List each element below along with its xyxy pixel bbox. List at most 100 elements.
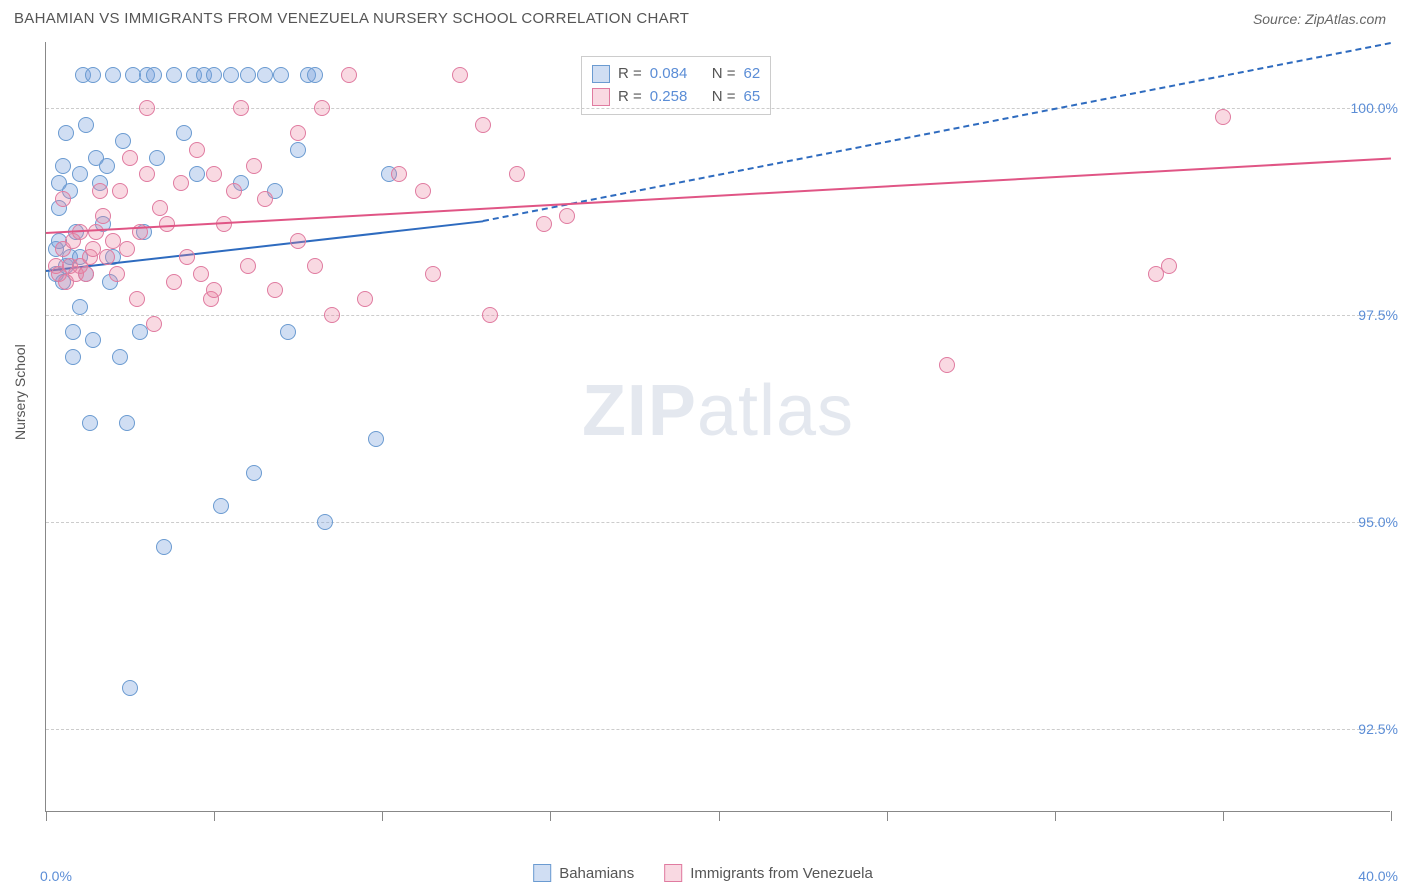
legend-stat-row: R =0.084N =62 [592, 63, 760, 86]
data-point [55, 158, 71, 174]
chart-title: BAHAMIAN VS IMMIGRANTS FROM VENEZUELA NU… [14, 10, 689, 27]
data-point [206, 67, 222, 83]
watermark: ZIPatlas [582, 370, 854, 452]
gridline [46, 522, 1390, 523]
data-point [290, 142, 306, 158]
x-tick [719, 811, 720, 821]
data-point [240, 67, 256, 83]
data-point [112, 349, 128, 365]
x-tick [1055, 811, 1056, 821]
data-point [173, 175, 189, 191]
legend-item-venezuela: Immigrants from Venezuela [664, 864, 873, 882]
data-point [55, 191, 71, 207]
data-point [246, 158, 262, 174]
data-point [273, 67, 289, 83]
data-point [139, 100, 155, 116]
data-point [112, 183, 128, 199]
y-axis-label: Nursery School [12, 344, 28, 440]
data-point [536, 216, 552, 232]
gridline [46, 729, 1390, 730]
legend-item-bahamians: Bahamians [533, 864, 634, 882]
data-point [146, 67, 162, 83]
data-point [233, 100, 249, 116]
y-tick-label: 92.5% [1358, 721, 1398, 737]
data-point [290, 233, 306, 249]
data-point [1161, 258, 1177, 274]
data-point [65, 324, 81, 340]
data-point [257, 67, 273, 83]
data-point [139, 166, 155, 182]
data-point [314, 100, 330, 116]
swatch-icon [592, 88, 610, 106]
data-point [176, 125, 192, 141]
data-point [85, 332, 101, 348]
data-point [82, 415, 98, 431]
legend-stat-row: R =0.258N =65 [592, 86, 760, 109]
data-point [78, 117, 94, 133]
data-point [193, 266, 209, 282]
x-tick-min: 0.0% [40, 868, 72, 884]
data-point [166, 274, 182, 290]
data-point [415, 183, 431, 199]
legend-series: Bahamians Immigrants from Venezuela [533, 864, 873, 882]
data-point [189, 142, 205, 158]
data-point [99, 158, 115, 174]
data-point [146, 316, 162, 332]
data-point [65, 349, 81, 365]
data-point [213, 498, 229, 514]
legend-label: Immigrants from Venezuela [690, 865, 873, 882]
data-point [115, 133, 131, 149]
data-point [78, 266, 94, 282]
data-point [72, 299, 88, 315]
data-point [179, 249, 195, 265]
data-point [307, 67, 323, 83]
data-point [149, 150, 165, 166]
data-point [391, 166, 407, 182]
swatch-icon [533, 864, 551, 882]
data-point [307, 258, 323, 274]
data-point [189, 166, 205, 182]
x-tick [382, 811, 383, 821]
data-point [206, 282, 222, 298]
data-point [223, 67, 239, 83]
data-point [475, 117, 491, 133]
data-point [58, 125, 74, 141]
y-tick-label: 97.5% [1358, 307, 1398, 323]
data-point [290, 125, 306, 141]
data-point [105, 67, 121, 83]
data-point [156, 539, 172, 555]
chart-plot-area: ZIPatlas R =0.084N =62R =0.258N =65 [45, 42, 1390, 812]
data-point [280, 324, 296, 340]
data-point [85, 67, 101, 83]
data-point [324, 307, 340, 323]
data-point [246, 465, 262, 481]
legend-label: Bahamians [559, 865, 634, 882]
legend-stats: R =0.084N =62R =0.258N =65 [581, 56, 771, 115]
data-point [122, 150, 138, 166]
y-tick-label: 100.0% [1351, 100, 1398, 116]
x-tick [1223, 811, 1224, 821]
data-point [206, 166, 222, 182]
data-point [317, 514, 333, 530]
data-point [482, 307, 498, 323]
x-tick [214, 811, 215, 821]
data-point [88, 224, 104, 240]
data-point [939, 357, 955, 373]
data-point [119, 241, 135, 257]
data-point [257, 191, 273, 207]
y-tick-label: 95.0% [1358, 514, 1398, 530]
data-point [99, 249, 115, 265]
data-point [452, 67, 468, 83]
data-point [166, 67, 182, 83]
source-label: Source: ZipAtlas.com [1253, 11, 1386, 27]
data-point [509, 166, 525, 182]
data-point [95, 208, 111, 224]
x-tick-max: 40.0% [1358, 868, 1398, 884]
x-tick [887, 811, 888, 821]
data-point [368, 431, 384, 447]
data-point [341, 67, 357, 83]
data-point [109, 266, 125, 282]
data-point [425, 266, 441, 282]
data-point [72, 166, 88, 182]
data-point [559, 208, 575, 224]
